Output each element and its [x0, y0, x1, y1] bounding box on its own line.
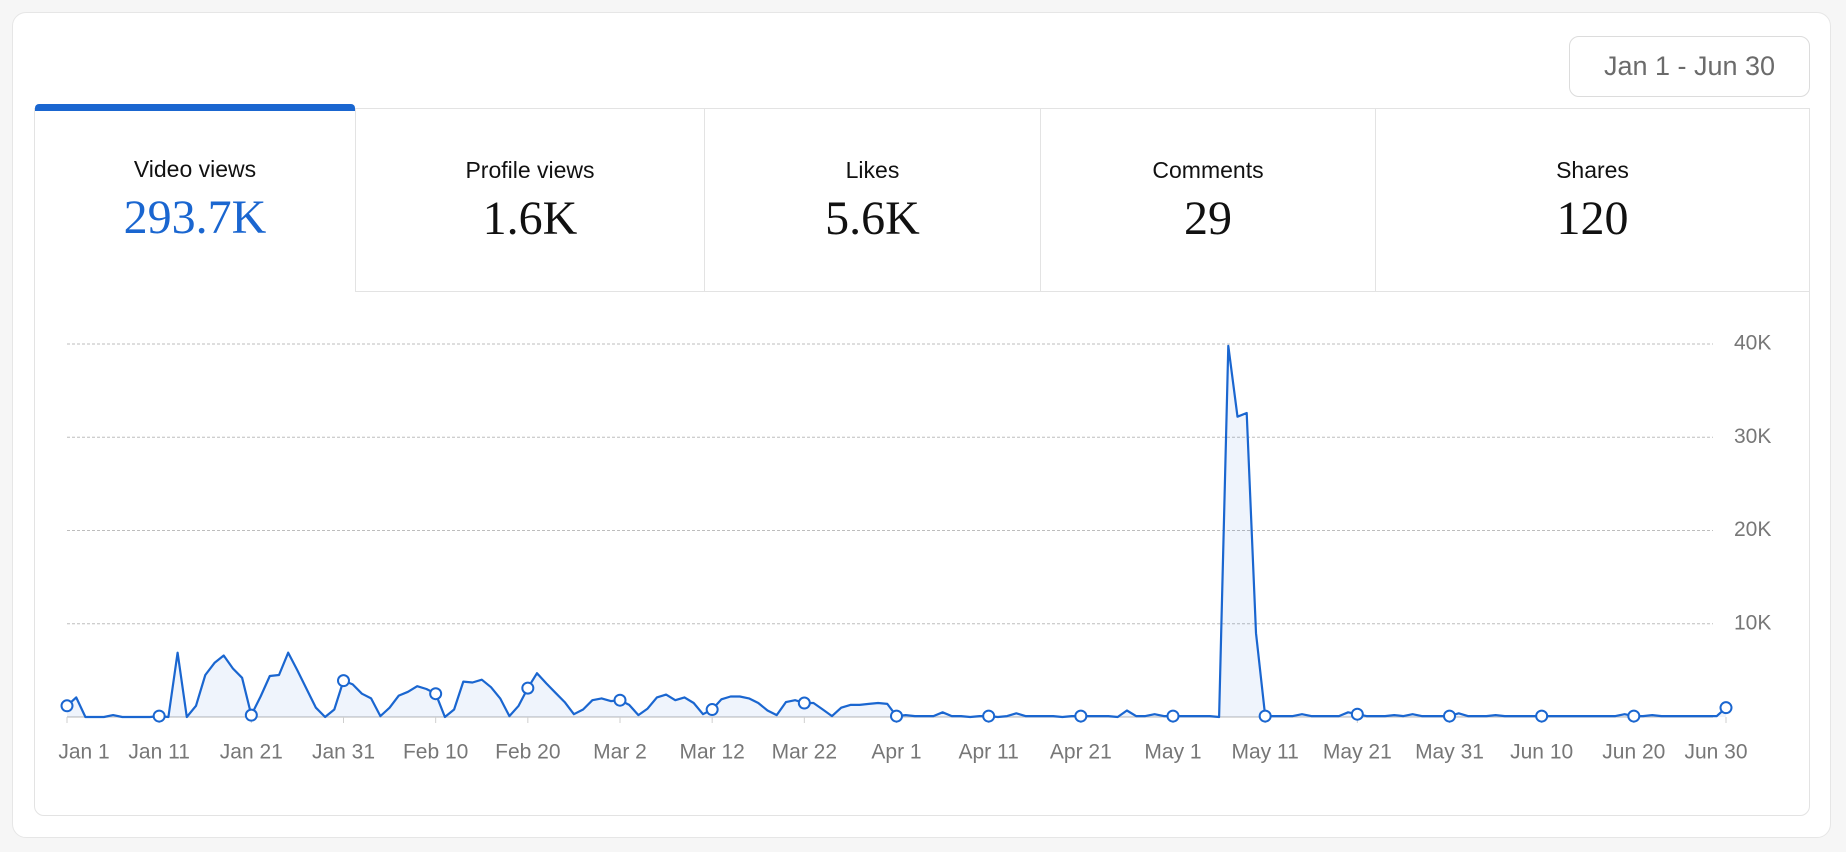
point-marker	[152, 709, 166, 723]
x-tick-label: Apr 11	[959, 741, 1019, 764]
x-tick-label: May 1	[1144, 741, 1201, 764]
y-tick-label: 30K	[1734, 425, 1771, 448]
point-marker	[60, 699, 74, 713]
metric-tab[interactable]: Video views 293.7K	[34, 104, 356, 292]
point-marker	[337, 674, 350, 688]
point-marker	[521, 681, 535, 695]
x-tick-label: Jan 31	[312, 741, 375, 764]
metric-label: Video views	[133, 156, 257, 182]
metric-tab[interactable]: Likes 5.6K	[705, 108, 1041, 292]
x-tick-label: May 11	[1232, 741, 1299, 764]
point-marker	[429, 687, 443, 701]
metric-value: 29	[1184, 192, 1232, 245]
point-marker	[1535, 709, 1549, 723]
point-marker	[1627, 709, 1641, 723]
x-tick-label: May 31	[1415, 741, 1484, 764]
y-tick-label: 40K	[1734, 332, 1771, 355]
point-marker	[1719, 701, 1733, 715]
metric-label: Comments	[1152, 157, 1264, 183]
x-tick-label: Feb 10	[403, 741, 468, 764]
point-marker	[705, 703, 719, 717]
metric-value: 1.6K	[482, 192, 578, 245]
point-marker	[982, 709, 996, 723]
metric-value: 120	[1556, 192, 1629, 245]
point-marker	[1350, 707, 1364, 721]
y-tick-label: 20K	[1734, 518, 1771, 541]
point-marker	[1074, 709, 1088, 723]
metric-tab[interactable]: Profile views 1.6K	[356, 108, 705, 292]
metric-label: Profile views	[465, 157, 595, 183]
line	[66, 344, 1727, 719]
active-indicator	[35, 104, 355, 111]
x-tick-label: Mar 2	[593, 741, 647, 764]
x-tick-label: Jan 1	[58, 741, 109, 764]
date-range-button[interactable]: Jan 1 - Jun 30	[1569, 36, 1810, 97]
x-tick-label: Jan 11	[128, 741, 190, 764]
x-tick-label: Mar 12	[679, 741, 744, 764]
point-marker	[613, 693, 627, 707]
metric-tab[interactable]: Comments 29	[1041, 108, 1376, 292]
x-tick-label: Apr 1	[871, 741, 921, 764]
point-marker	[890, 709, 903, 723]
point-marker	[1443, 709, 1456, 723]
point-marker	[1258, 709, 1272, 723]
x-tick-label: Mar 22	[772, 741, 837, 764]
metric-value: 293.7K	[123, 191, 267, 244]
x-tick-label: Apr 21	[1050, 741, 1112, 764]
metric-label: Shares	[1556, 157, 1629, 183]
point-marker	[244, 708, 258, 722]
x-tick-label: Jun 30	[1684, 741, 1747, 764]
x-tick-label: Feb 20	[495, 741, 560, 764]
y-tick-label: 10K	[1734, 611, 1771, 634]
x-tick-label: May 21	[1323, 741, 1392, 764]
x-tick-label: Jan 21	[220, 741, 283, 764]
metric-value: 5.6K	[825, 192, 920, 245]
x-tick-label: Jun 10	[1510, 741, 1573, 764]
area	[67, 345, 1726, 717]
x-tick-label: Jun 20	[1602, 741, 1665, 764]
point-marker	[1166, 709, 1180, 723]
metric-label: Likes	[845, 157, 900, 183]
metric-tab[interactable]: Shares 120	[1376, 108, 1810, 292]
point-marker	[797, 696, 811, 710]
